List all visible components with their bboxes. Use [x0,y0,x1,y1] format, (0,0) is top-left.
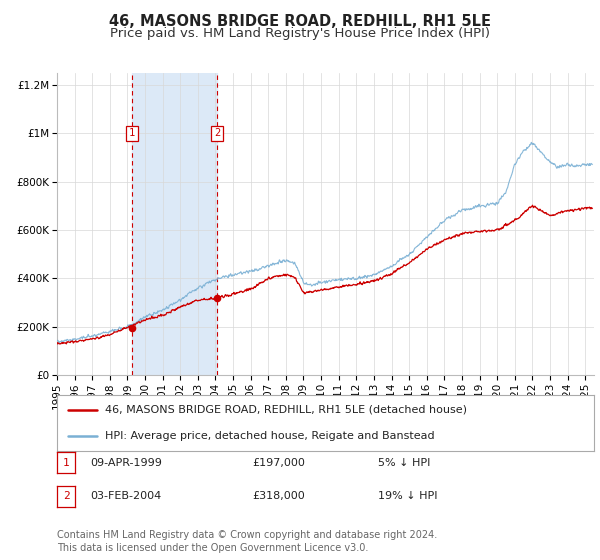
Text: 46, MASONS BRIDGE ROAD, REDHILL, RH1 5LE (detached house): 46, MASONS BRIDGE ROAD, REDHILL, RH1 5LE… [106,405,467,415]
Text: 03-FEB-2004: 03-FEB-2004 [90,491,161,501]
Text: 2: 2 [214,128,220,138]
Text: HPI: Average price, detached house, Reigate and Banstead: HPI: Average price, detached house, Reig… [106,431,435,441]
Text: Price paid vs. HM Land Registry's House Price Index (HPI): Price paid vs. HM Land Registry's House … [110,27,490,40]
Text: £197,000: £197,000 [252,458,305,468]
Text: 19% ↓ HPI: 19% ↓ HPI [378,491,437,501]
Text: 1: 1 [129,128,136,138]
Text: 2: 2 [62,491,70,501]
Text: 1: 1 [62,458,70,468]
Text: 5% ↓ HPI: 5% ↓ HPI [378,458,430,468]
Text: £318,000: £318,000 [252,491,305,501]
Text: Contains HM Land Registry data © Crown copyright and database right 2024.
This d: Contains HM Land Registry data © Crown c… [57,530,437,553]
Text: 46, MASONS BRIDGE ROAD, REDHILL, RH1 5LE: 46, MASONS BRIDGE ROAD, REDHILL, RH1 5LE [109,14,491,29]
Text: 09-APR-1999: 09-APR-1999 [90,458,162,468]
Bar [132,73,217,375]
